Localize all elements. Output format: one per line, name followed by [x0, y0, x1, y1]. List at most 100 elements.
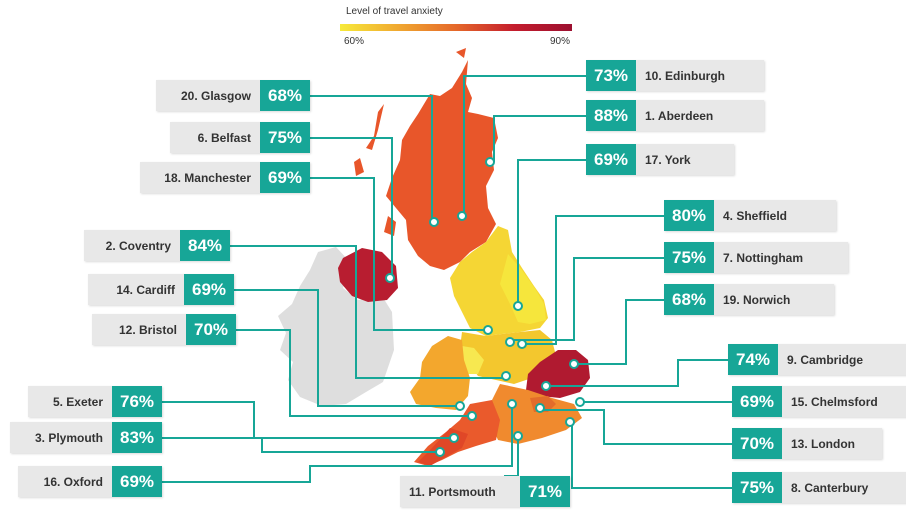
leader-line-canterbury: [571, 422, 732, 489]
city-rank-name: 18. Manchester: [140, 162, 260, 193]
city-anxiety-value: 69%: [112, 466, 162, 497]
city-label-belfast: 6. Belfast 75%: [170, 122, 310, 153]
legend-min-label: 60%: [344, 36, 365, 47]
city-label-manchester: 18. Manchester 69%: [140, 162, 310, 193]
anxiety-legend: Level of travel anxiety 60% 90%: [340, 6, 580, 50]
city-rank-name: 17. York: [636, 144, 734, 175]
city-label-bristol: 12. Bristol 70%: [92, 314, 236, 345]
city-label-portsmouth: 11. Portsmouth 71%: [400, 476, 570, 507]
city-rank-name: 2. Coventry: [84, 230, 180, 261]
city-marker-aberdeen: [485, 157, 495, 167]
city-marker-plymouth: [435, 447, 445, 457]
city-label-edinburgh: 73% 10. Edinburgh: [586, 60, 764, 91]
city-rank-name: 10. Edinburgh: [636, 60, 764, 91]
leader-line-sheffield: [522, 215, 664, 345]
city-label-canterbury: 75% 8. Canterbury: [732, 472, 906, 503]
leader-line-cardiff: [218, 289, 460, 407]
city-marker-york: [513, 301, 523, 311]
city-rank-name: 5. Exeter: [28, 386, 112, 417]
city-label-cambridge: 74% 9. Cambridge: [728, 344, 906, 375]
city-rank-name: 12. Bristol: [92, 314, 186, 345]
city-anxiety-value: 70%: [732, 428, 782, 459]
leader-line-cambridge: [546, 359, 728, 387]
city-marker-sheffield: [517, 339, 527, 349]
leader-line-nottingham: [510, 257, 664, 341]
city-anxiety-value: 83%: [112, 422, 162, 453]
city-label-plymouth: 3. Plymouth 83%: [10, 422, 162, 453]
leader-line-oxford: [144, 404, 513, 483]
city-marker-bristol: [467, 411, 477, 421]
city-label-coventry: 2. Coventry 84%: [84, 230, 230, 261]
city-anxiety-value: 74%: [728, 344, 778, 375]
city-label-london: 70% 13. London: [732, 428, 882, 459]
city-anxiety-value: 69%: [260, 162, 310, 193]
city-label-york: 69% 17. York: [586, 144, 734, 175]
city-label-chelmsford: 69% 15. Chelmsford: [732, 386, 906, 417]
city-rank-name: 11. Portsmouth: [400, 476, 520, 507]
legend-max-label: 90%: [549, 36, 570, 47]
city-label-norwich: 68% 19. Norwich: [664, 284, 834, 315]
city-rank-name: 19. Norwich: [714, 284, 834, 315]
city-anxiety-value: 70%: [186, 314, 236, 345]
city-anxiety-value: 68%: [664, 284, 714, 315]
south-west-peninsula: [418, 428, 468, 466]
city-rank-name: 20. Glasgow: [156, 80, 260, 111]
city-marker-belfast: [385, 273, 395, 283]
city-marker-glasgow: [429, 217, 439, 227]
city-anxiety-value: 68%: [260, 80, 310, 111]
city-marker-oxford: [507, 399, 517, 409]
city-anxiety-value: 76%: [112, 386, 162, 417]
city-rank-name: 4. Sheffield: [714, 200, 836, 231]
leader-line-norwich: [574, 299, 664, 365]
city-anxiety-value: 69%: [586, 144, 636, 175]
city-marker-cardiff: [455, 401, 465, 411]
leader-line-belfast: [294, 137, 393, 278]
city-marker-chelmsford: [575, 397, 585, 407]
leader-line-coventry: [216, 245, 506, 379]
city-rank-name: 14. Cardiff: [88, 274, 184, 305]
yorkshire-region: [500, 254, 546, 324]
city-marker-coventry: [501, 371, 511, 381]
leader-line-glasgow: [294, 95, 433, 222]
legend-title: Level of travel anxiety: [346, 6, 443, 17]
city-label-oxford: 16. Oxford 69%: [18, 466, 162, 497]
leader-line-bristol: [222, 329, 472, 417]
city-anxiety-value: 75%: [664, 242, 714, 273]
northern-ireland-region: [338, 248, 398, 302]
city-anxiety-value: 71%: [520, 476, 570, 507]
city-marker-manchester: [483, 325, 493, 335]
city-markers: [385, 157, 585, 457]
scotland-region: [386, 60, 498, 270]
city-rank-name: 9. Cambridge: [778, 344, 906, 375]
city-marker-cambridge: [541, 381, 551, 391]
city-anxiety-value: 84%: [180, 230, 230, 261]
city-label-aberdeen: 88% 1. Aberdeen: [586, 100, 764, 131]
city-label-nottingham: 75% 7. Nottingham: [664, 242, 848, 273]
leader-line-london: [540, 409, 732, 445]
city-anxiety-value: 73%: [586, 60, 636, 91]
city-anxiety-value: 69%: [184, 274, 234, 305]
legend-gradient-bar: [340, 24, 572, 31]
ireland-region: [278, 247, 394, 406]
wales-region: [410, 336, 470, 410]
city-label-glasgow: 20. Glasgow 68%: [156, 80, 310, 111]
city-rank-name: 6. Belfast: [170, 122, 260, 153]
leader-line-aberdeen: [493, 115, 586, 162]
city-marker-london: [535, 403, 545, 413]
city-label-exeter: 5. Exeter 76%: [28, 386, 162, 417]
leader-lines: [144, 75, 732, 489]
city-marker-norwich: [569, 359, 579, 369]
city-label-cardiff: 14. Cardiff 69%: [88, 274, 234, 305]
city-rank-name: 7. Nottingham: [714, 242, 848, 273]
city-anxiety-value: 75%: [260, 122, 310, 153]
city-anxiety-value: 80%: [664, 200, 714, 231]
city-anxiety-value: 75%: [732, 472, 782, 503]
city-marker-nottingham: [505, 337, 515, 347]
city-anxiety-value: 69%: [732, 386, 782, 417]
city-rank-name: 8. Canterbury: [782, 472, 906, 503]
city-rank-name: 13. London: [782, 428, 882, 459]
city-rank-name: 15. Chelmsford: [782, 386, 906, 417]
leader-line-plymouth: [144, 437, 440, 453]
leader-line-manchester: [294, 177, 488, 331]
